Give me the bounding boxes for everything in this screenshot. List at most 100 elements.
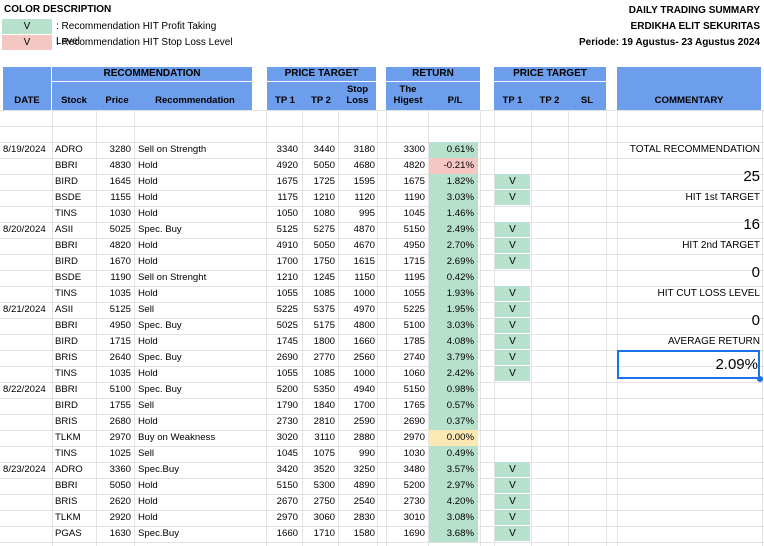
cell-date[interactable] — [3, 350, 51, 366]
cell-highest[interactable]: 1055 — [403, 288, 425, 299]
cell-price[interactable]: 1035 — [109, 288, 131, 299]
cell-highest[interactable]: 2970 — [403, 432, 425, 443]
cell-hit-tp2[interactable] — [532, 238, 567, 254]
cell-highest[interactable]: 2740 — [403, 352, 425, 363]
cell-date[interactable] — [3, 366, 51, 382]
cell-hit-sl[interactable] — [569, 478, 605, 494]
cell-recommendation[interactable]: Hold — [138, 288, 158, 299]
cell-stock[interactable]: ADRO — [55, 144, 83, 155]
cell-tp1[interactable]: 2670 — [276, 496, 298, 507]
cell-tp1[interactable]: 1745 — [276, 336, 298, 347]
cell-date[interactable] — [3, 494, 51, 510]
cell-pl[interactable]: 0.98% — [429, 382, 478, 398]
cell-highest[interactable]: 5225 — [403, 304, 425, 315]
cell-hit-sl[interactable] — [569, 142, 605, 158]
cell-tp1[interactable]: 5150 — [276, 480, 298, 491]
cell-hit-tp2[interactable] — [532, 206, 567, 222]
cell-stop-loss[interactable]: 1595 — [353, 176, 375, 187]
cell-tp2[interactable]: 5175 — [313, 320, 335, 331]
cell-hit-sl[interactable] — [569, 270, 605, 286]
cell-pl[interactable]: 0.57% — [429, 398, 478, 414]
cell-stop-loss[interactable]: 1120 — [354, 192, 375, 203]
cell-recommendation[interactable]: Hold — [138, 512, 158, 523]
cell-stock[interactable]: BRIS — [55, 496, 78, 507]
cell-stock[interactable]: ASII — [55, 224, 74, 235]
cell-stock[interactable]: TLKM — [55, 432, 81, 443]
cell-pl[interactable]: 2.97% — [429, 478, 478, 494]
cell-tp2[interactable]: 5375 — [313, 304, 335, 315]
cell-pl[interactable]: 3.79% — [429, 350, 478, 366]
cell-stock[interactable]: BIRD — [55, 400, 78, 411]
cell-stop-loss[interactable]: 2590 — [353, 416, 375, 427]
cell-price[interactable]: 2920 — [109, 512, 131, 523]
cell-tp1[interactable]: 4910 — [276, 240, 298, 251]
cell-hit-tp2[interactable] — [532, 494, 567, 510]
cell-hit-tp1[interactable]: V — [495, 318, 530, 333]
cell-highest[interactable]: 1030 — [403, 448, 425, 459]
cell-stock[interactable]: PGAS — [55, 528, 82, 539]
cell-recommendation[interactable]: Hold — [138, 368, 158, 379]
cell-price[interactable]: 2620 — [109, 496, 131, 507]
cell-date[interactable] — [3, 510, 51, 526]
cell-tp1[interactable]: 3020 — [276, 432, 298, 443]
cell-hit-tp2[interactable] — [532, 302, 567, 318]
cell-recommendation[interactable]: Spec.Buy — [138, 528, 180, 539]
cell-hit-sl[interactable] — [569, 254, 605, 270]
cell-recommendation[interactable]: Hold — [138, 160, 158, 171]
cell-stock[interactable]: BSDE — [55, 192, 82, 203]
cell-stock[interactable]: BBRI — [55, 320, 78, 331]
cell-highest[interactable]: 1675 — [403, 176, 425, 187]
cell-stock[interactable]: TINS — [55, 448, 77, 459]
cell-date[interactable]: 8/22/2024 — [3, 384, 46, 395]
cell-stock[interactable]: BBRI — [55, 480, 78, 491]
cell-stock[interactable]: BBRI — [55, 384, 78, 395]
cell-stop-loss[interactable]: 1700 — [353, 400, 375, 411]
cell-tp2[interactable]: 1080 — [313, 208, 335, 219]
cell-hit-sl[interactable] — [569, 430, 605, 446]
cell-stop-loss[interactable]: 995 — [358, 208, 375, 219]
cell-pl[interactable]: -0.21% — [429, 158, 478, 174]
cell-date[interactable]: 8/19/2024 — [3, 144, 46, 155]
header-price[interactable]: Price — [105, 95, 129, 106]
cell-hit-tp1[interactable]: V — [495, 190, 530, 205]
cell-date[interactable] — [3, 430, 51, 446]
cell-hit-sl[interactable] — [569, 238, 605, 254]
cell-recommendation[interactable]: Hold — [138, 336, 158, 347]
cell-highest[interactable]: 2690 — [403, 416, 425, 427]
cell-hit-tp2[interactable] — [532, 414, 567, 430]
cell-hit-sl[interactable] — [569, 398, 605, 414]
cell-hit-sl[interactable] — [569, 462, 605, 478]
cell-tp1[interactable]: 5025 — [276, 320, 298, 331]
header-highest[interactable]: The Higest — [386, 84, 430, 106]
cell-date[interactable]: 8/20/2024 — [3, 224, 46, 235]
cell-pl[interactable]: 0.00% — [429, 430, 478, 446]
cell-highest[interactable]: 3010 — [403, 512, 425, 523]
cell-hit-tp2[interactable] — [532, 158, 567, 174]
hit-cut-loss-value[interactable]: 0 — [751, 312, 760, 329]
cell-date[interactable] — [3, 286, 51, 302]
cell-hit-tp2[interactable] — [532, 350, 567, 366]
cell-tp1[interactable]: 3420 — [276, 464, 298, 475]
cell-hit-tp2[interactable] — [532, 222, 567, 238]
cell-date[interactable] — [3, 414, 51, 430]
cell-tp2[interactable]: 3520 — [313, 464, 335, 475]
cell-tp1[interactable]: 1660 — [276, 528, 298, 539]
cell-price[interactable]: 2640 — [109, 352, 131, 363]
header-tp2[interactable]: TP 2 — [311, 95, 331, 106]
cell-highest[interactable]: 1765 — [403, 400, 425, 411]
cell-hit-tp2[interactable] — [532, 366, 567, 382]
cell-tp2[interactable]: 2750 — [313, 496, 335, 507]
cell-tp2[interactable]: 5050 — [313, 240, 335, 251]
cell-tp2[interactable]: 3440 — [313, 144, 335, 155]
cell-hit-sl[interactable] — [569, 302, 605, 318]
hit-2nd-target-value[interactable]: 0 — [751, 264, 760, 281]
cell-price[interactable]: 5100 — [109, 384, 131, 395]
cell-highest[interactable]: 5150 — [403, 384, 425, 395]
cell-date[interactable]: 8/21/2024 — [3, 304, 46, 315]
cell-tp1[interactable]: 1675 — [276, 176, 298, 187]
cell-highest[interactable]: 5200 — [403, 480, 425, 491]
cell-price[interactable]: 1645 — [109, 176, 131, 187]
cell-hit-tp2[interactable] — [532, 254, 567, 270]
cell-tp2[interactable]: 5300 — [313, 480, 335, 491]
cell-hit-tp2[interactable] — [532, 462, 567, 478]
